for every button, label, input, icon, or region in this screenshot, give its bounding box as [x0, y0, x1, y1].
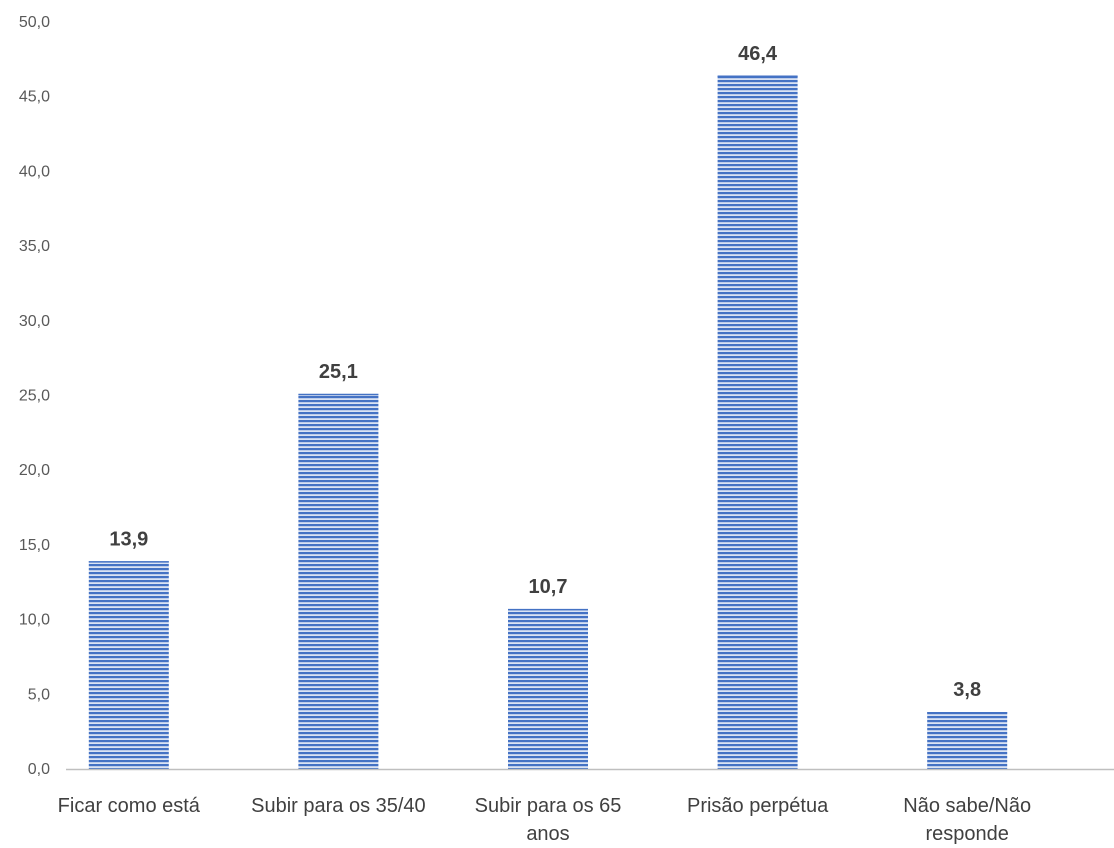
x-tick-label: Não sabe/Não responde	[903, 795, 1031, 845]
y-tick-label: 15,0	[19, 537, 50, 554]
data-label: 25,1	[319, 361, 358, 383]
y-tick-label: 45,0	[19, 89, 50, 106]
data-label: 10,7	[529, 576, 568, 598]
data-label: 3,8	[953, 679, 981, 701]
y-tick-label: 5,0	[28, 686, 50, 703]
x-axis-tick-labels: Ficar como está Subir para os 35/40 Subir …	[58, 795, 1031, 845]
y-tick-label: 20,0	[19, 462, 50, 479]
bar	[717, 75, 798, 769]
x-tick-label: Subir para os 65 anos	[475, 795, 622, 845]
bars	[88, 75, 1008, 769]
bar	[508, 609, 588, 769]
y-tick-label: 10,0	[19, 612, 50, 629]
bar	[298, 394, 379, 769]
x-tick-label: Ficar como está	[58, 795, 201, 817]
data-label: 46,4	[738, 43, 778, 65]
y-tick-label: 25,0	[19, 388, 50, 405]
bar	[927, 712, 1008, 769]
x-tick-label: Prisão perpétua	[687, 795, 829, 817]
bar	[88, 561, 169, 769]
y-tick-label: 40,0	[19, 163, 50, 180]
data-labels: 13,9 25,1 10,7 46,4 3,8	[109, 43, 981, 701]
y-tick-label: 35,0	[19, 238, 50, 255]
data-label: 13,9	[109, 528, 148, 550]
y-tick-label: 0,0	[28, 761, 50, 778]
x-tick-label: Subir para os 35/40	[251, 795, 426, 817]
y-tick-label: 50,0	[19, 14, 50, 31]
y-tick-label: 30,0	[19, 313, 50, 330]
y-axis-tick-labels: 0,0 5,0 10,0 15,0 20,0 25,0 30,0 35,0 40,0 45,0 50…	[19, 14, 50, 778]
